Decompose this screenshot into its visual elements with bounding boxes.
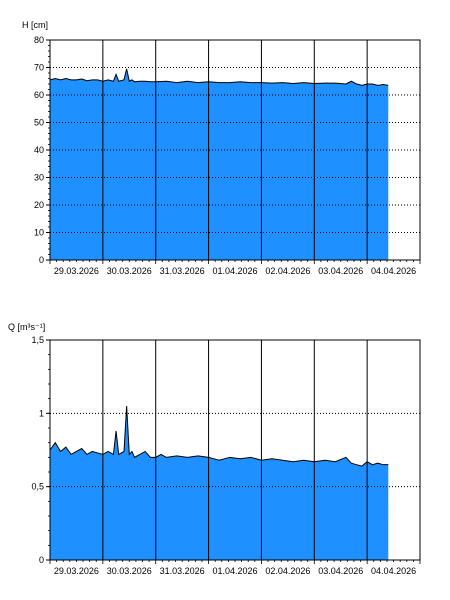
q-xtick-label-2: 31.03.2026: [160, 566, 205, 576]
discharge-chart: Q [m³s⁻¹] 0 0,5 1 1,5 29.03.2026 30.03.2026 3…: [8, 322, 421, 576]
chart-q-ylabel: Q [m³s⁻¹]: [8, 322, 45, 332]
h-ytick-label-0: 0: [39, 255, 44, 265]
h-series-line: [49, 68, 389, 86]
q-xtick-label-0: 29.03.2026: [54, 566, 99, 576]
h-ytick-label-3: 30: [34, 173, 44, 183]
h-ytick-label-8: 80: [34, 35, 44, 45]
h-xtick-label-6: 04.04.2026: [371, 266, 416, 276]
q-xtick-label-6: 04.04.2026: [371, 566, 416, 576]
water-level-area: [49, 68, 389, 260]
q-xtick-label-1: 30.03.2026: [107, 566, 152, 576]
discharge-plot-frame: [49, 339, 421, 561]
h-xtick-label-0: 29.03.2026: [54, 266, 99, 276]
q-ytick-label-2: 1: [39, 408, 44, 418]
h-series-area: [50, 68, 389, 260]
h-xtick-label-4: 02.04.2026: [265, 266, 310, 276]
discharge-grid: [50, 340, 420, 560]
h-ytick-label-6: 60: [34, 90, 44, 100]
q-xtick-label-5: 03.04.2026: [318, 566, 363, 576]
h-ytick-label-1: 10: [34, 228, 44, 238]
discharge-area: [49, 405, 389, 560]
q-series-line: [49, 405, 389, 467]
h-xtick-label-1: 30.03.2026: [107, 266, 152, 276]
water-level-y-ticks: 0 10 20 30 40 50 60 70 80: [34, 35, 50, 265]
h-ytick-label-5: 50: [34, 118, 44, 128]
q-xtick-label-3: 01.04.2026: [212, 566, 257, 576]
water-level-x-ticks: 29.03.2026 30.03.2026 31.03.2026 01.04.2026…: [49, 260, 421, 276]
chart-h-ylabel: H [cm]: [22, 20, 48, 30]
discharge-x-ticks: 29.03.2026 30.03.2026 31.03.2026 01.04.2026…: [49, 560, 421, 576]
discharge-y-ticks: 0 0,5 1 1,5: [31, 335, 50, 565]
q-series-area: [50, 406, 389, 560]
q-ytick-label-1: 0,5: [31, 482, 44, 492]
q-ytick-label-3: 1,5: [31, 335, 44, 345]
h-xtick-label-3: 01.04.2026: [212, 266, 257, 276]
h-ytick-label-7: 70: [34, 63, 44, 73]
h-xtick-label-2: 31.03.2026: [160, 266, 205, 276]
water-level-plot-frame: [49, 39, 421, 261]
water-level-chart: H [cm] 0 10 20 30 40 50 60 70 80 29.03.2026 30.03…: [22, 20, 421, 276]
q-ytick-label-0: 0: [39, 555, 44, 565]
q-xtick-label-4: 02.04.2026: [265, 566, 310, 576]
h-ytick-label-4: 40: [34, 145, 44, 155]
water-level-grid: [50, 40, 420, 260]
h-ytick-label-2: 20: [34, 200, 44, 210]
h-xtick-label-5: 03.04.2026: [318, 266, 363, 276]
